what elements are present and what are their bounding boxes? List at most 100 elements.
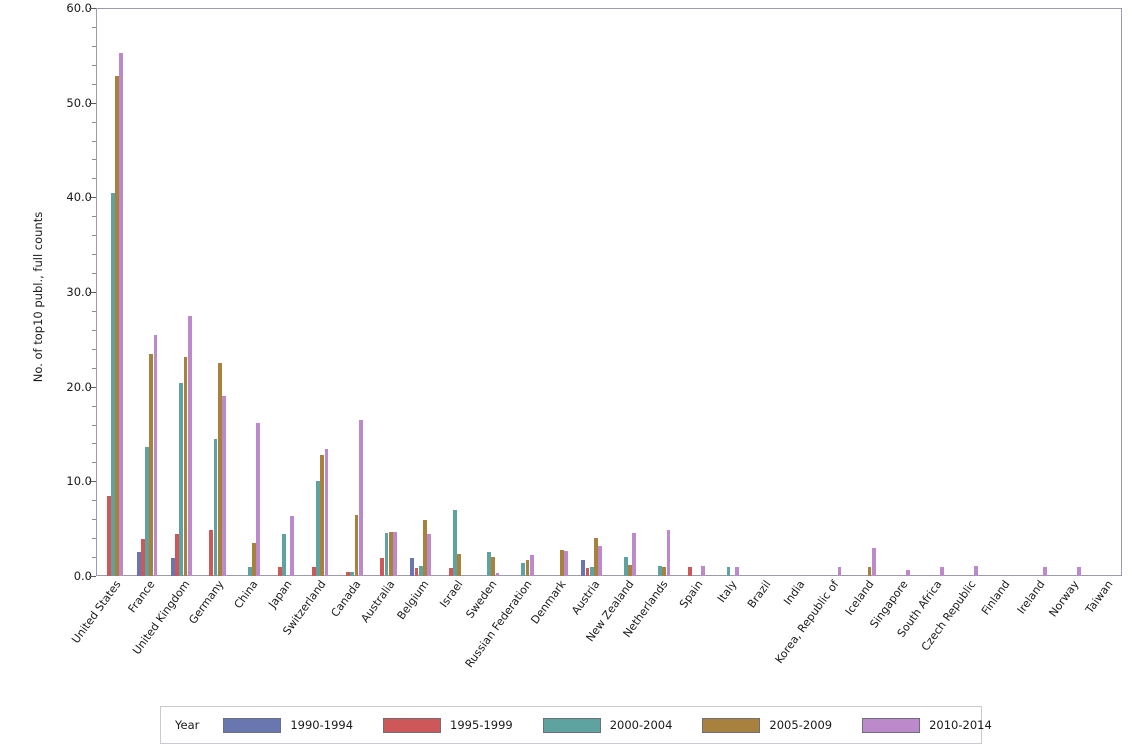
bar xyxy=(418,565,423,576)
bar xyxy=(529,555,534,576)
bar xyxy=(688,566,692,576)
y-axis-minor-tick xyxy=(92,254,96,256)
x-axis-tick-label-text: Spain xyxy=(676,578,706,611)
x-axis-tick-label-text: Russian Federation xyxy=(462,578,535,671)
y-axis-minor-tick xyxy=(92,45,96,47)
bar xyxy=(974,565,979,576)
bar xyxy=(867,566,872,576)
bar xyxy=(735,566,739,576)
legend-label: 1990-1994 xyxy=(290,718,354,732)
legend-item[interactable]: 2005-2009 xyxy=(702,717,833,733)
bar xyxy=(662,566,667,576)
x-axis-tick-label-text: Korea, Republic of xyxy=(772,578,842,666)
bar xyxy=(354,515,359,576)
bar xyxy=(457,554,462,576)
x-axis-tick-label-text: Sweden xyxy=(463,578,500,621)
bar xyxy=(906,570,910,576)
bar xyxy=(149,354,154,576)
y-axis-tick-mark xyxy=(89,197,96,199)
bar xyxy=(183,357,188,576)
legend-label: 1995-1999 xyxy=(450,718,513,732)
x-axis-tick-label-text: Taiwan xyxy=(1082,578,1116,616)
legend-item[interactable]: 1990-1994 xyxy=(223,717,354,733)
bar xyxy=(110,192,115,576)
y-axis-minor-tick xyxy=(92,216,96,218)
bar xyxy=(217,363,222,576)
y-axis-tick-mark xyxy=(89,102,96,104)
legend-item[interactable]: 1995-1999 xyxy=(383,717,513,733)
legend-label: 2005-2009 xyxy=(769,718,833,732)
y-axis-tick-label: 20.0 xyxy=(66,379,92,394)
x-axis-tick-label-text: Israel xyxy=(437,578,466,610)
y-axis-tick-label: 40.0 xyxy=(66,190,92,205)
legend-swatch xyxy=(383,717,442,733)
bar xyxy=(423,520,427,576)
y-axis-minor-tick xyxy=(92,83,96,85)
x-axis-tick-label-text: Norway xyxy=(1046,578,1082,620)
y-axis-tick-label: 10.0 xyxy=(66,474,92,489)
bar xyxy=(448,568,453,576)
bar xyxy=(525,559,530,576)
y-axis-minor-tick xyxy=(92,178,96,180)
y-axis-minor-tick xyxy=(92,405,96,407)
bar xyxy=(598,545,603,576)
y-axis-minor-tick xyxy=(92,159,96,161)
y-axis-minor-tick xyxy=(92,367,96,369)
bar xyxy=(940,566,945,576)
bar xyxy=(410,558,415,576)
bar xyxy=(324,449,329,576)
bar xyxy=(726,566,731,576)
y-axis-tick-mark xyxy=(89,576,96,577)
bar xyxy=(623,557,628,576)
bar xyxy=(256,422,261,576)
y-axis-tick-mark xyxy=(89,481,96,483)
bar xyxy=(119,52,124,576)
bar xyxy=(316,481,320,576)
legend-swatch xyxy=(223,717,282,733)
bar xyxy=(281,534,286,576)
y-axis-minor-tick xyxy=(92,310,96,312)
y-axis-minor-tick xyxy=(92,348,96,350)
y-axis-tick-label: 60.0 xyxy=(66,1,92,15)
y-axis-minor-tick xyxy=(92,538,96,540)
y-axis-minor-tick xyxy=(92,235,96,237)
bar xyxy=(179,382,184,576)
bar xyxy=(666,529,671,576)
y-axis-minor-tick xyxy=(92,443,96,445)
y-axis-minor-tick xyxy=(92,462,96,464)
bar xyxy=(346,572,350,576)
bar xyxy=(393,532,397,576)
x-axis-tick-label-text: Belgium xyxy=(394,578,432,623)
x-axis-tick-label-text: France xyxy=(125,578,158,616)
bars-layer xyxy=(96,8,1122,576)
bar xyxy=(209,529,214,576)
bar xyxy=(581,559,586,576)
y-axis-minor-tick xyxy=(92,329,96,331)
bar xyxy=(414,568,419,576)
legend-item[interactable]: 2000-2004 xyxy=(542,717,672,733)
y-axis-minor-tick xyxy=(92,424,96,426)
bar xyxy=(1077,566,1081,576)
bar xyxy=(145,447,149,576)
x-axis-tick-label-text: Finland xyxy=(979,578,1013,618)
y-axis-minor-tick xyxy=(92,519,96,521)
bar xyxy=(521,562,526,576)
legend: Year 1990-1994 1995-1999 2000-2004 2005-200… xyxy=(160,706,992,744)
bar xyxy=(247,566,252,576)
bar xyxy=(252,542,256,576)
bar xyxy=(384,533,389,576)
bar xyxy=(320,454,325,576)
y-axis-tick-label: 30.0 xyxy=(66,285,92,299)
bar xyxy=(136,552,141,576)
bar xyxy=(452,509,457,576)
x-axis-tick-label-text: Austria xyxy=(569,578,603,618)
legend-item[interactable]: 2010-2014 xyxy=(862,717,992,733)
bar xyxy=(222,396,226,576)
y-axis-minor-tick xyxy=(92,273,96,275)
x-axis-tick-label-text: China xyxy=(231,578,261,612)
plot-area xyxy=(96,8,1122,576)
legend-swatch xyxy=(862,717,921,733)
bar xyxy=(589,566,594,576)
bar xyxy=(187,315,192,576)
